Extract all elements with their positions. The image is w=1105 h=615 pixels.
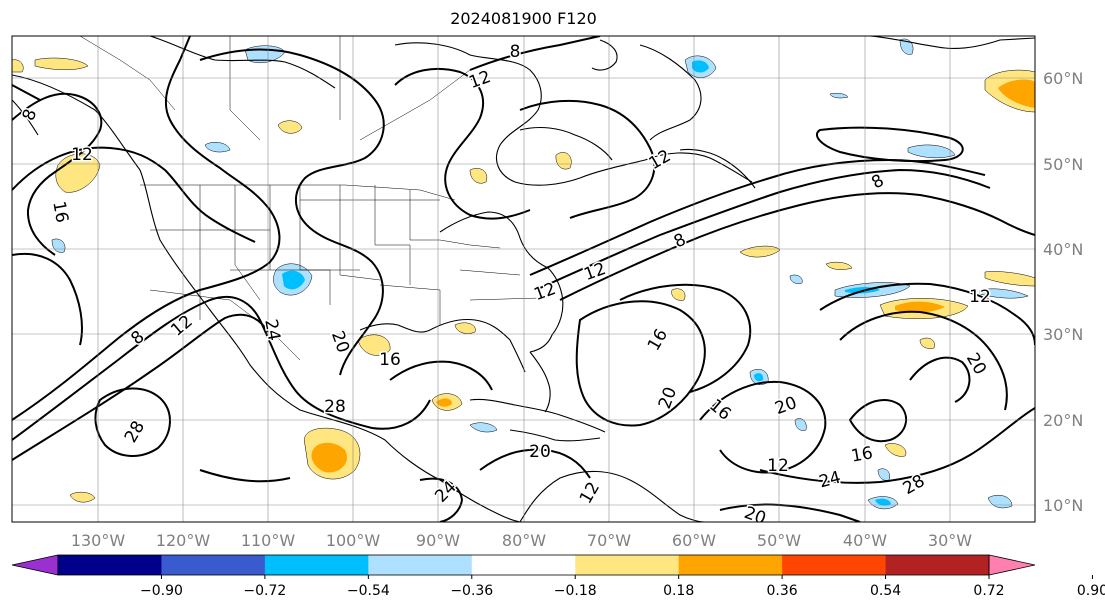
negative-anomaly-patch [829,92,849,99]
negative-anomaly-patch [204,142,231,153]
colorbar-extend-min [11,554,59,576]
negative-anomaly-patch [692,60,709,73]
colorbar-tick-label: 0.90 [1077,583,1105,599]
lon-label: 80°W [502,531,546,550]
colorbar: −0.90 −0.72 −0.54 −0.36 −0.18 0.18 0.36 0.54 0.7… [11,554,1105,599]
lon-label: 110°W [241,531,296,550]
contour-label: 28 [324,397,346,417]
contour-label: 16 [379,350,401,370]
boundary-layer [79,36,541,361]
negative-anomaly-patch [754,373,764,382]
positive-anomaly-patch [454,322,476,334]
coastline-layer [12,36,1035,522]
colorbar-segment [678,555,783,575]
colorbar-tick-label: 0.72 [973,583,1004,599]
lon-label: 50°W [757,531,801,550]
contour-label: 12 [71,145,93,165]
colorbar-tick-label: 0.18 [663,583,694,599]
contour-label: 20 [529,442,551,462]
lon-label: 130°W [71,531,126,550]
lon-label: 70°W [587,531,631,550]
negative-anomaly-patch [875,498,891,506]
colorbar-tick-label: −0.54 [347,583,390,599]
positive-anomaly-patch [919,337,935,349]
positive-anomaly-patch [671,288,686,301]
positive-anomaly-patch [469,168,488,184]
longitude-labels: 130°W 120°W 110°W 100°W 90°W 80°W 70°W 60°W 50°W… [71,531,972,550]
colorbar-tick-label: −0.72 [243,583,286,599]
colorbar-tick-label: 0.54 [870,583,901,599]
colorbar-tick-label: −0.18 [554,583,597,599]
lat-label: 50°N [1043,155,1083,174]
colorbar-segment [161,555,266,575]
colorbar-segment [885,555,990,575]
negative-anomaly-patch [789,274,803,284]
lat-label: 30°N [1043,325,1083,344]
contour-label: 24 [260,318,283,343]
lat-label: 40°N [1043,240,1083,259]
positive-anomaly-patch [555,152,572,170]
positive-anomaly-patch [311,442,348,473]
colorbar-segment [264,555,369,575]
colorbar-segment [471,555,576,575]
contour-label: 16 [850,443,875,466]
shading-layer [12,38,1035,510]
lon-label: 60°W [672,531,716,550]
negative-anomaly-patch [469,422,498,433]
latitude-labels: 60°N 50°N 40°N 30°N 20°N 10°N [1043,69,1083,515]
positive-anomaly-patch [277,120,303,134]
colorbar-segment [58,555,162,575]
positive-anomaly-patch [69,491,96,503]
contour-label: 12 [969,287,991,307]
contour-label: 12 [767,456,789,476]
contour-label: 16 [48,200,71,225]
negative-anomaly-patch [282,270,305,290]
positive-anomaly-patch [998,79,1035,108]
positive-anomaly-patch [357,334,391,356]
colorbar-segment [575,555,680,575]
lon-label: 100°W [326,531,381,550]
positive-anomaly-patch [825,261,853,270]
colorbar-tick-label: 0.36 [767,583,798,599]
map-frame [11,35,1036,523]
lon-label: 90°W [416,531,460,550]
negative-anomaly-patch [907,144,956,159]
colorbar-segment [782,555,887,575]
positive-anomaly-patch [984,271,1035,287]
lat-label: 10°N [1043,496,1083,515]
positive-anomaly-patch [895,301,945,313]
positive-anomaly-patch [34,57,89,70]
lat-label: 60°N [1043,69,1083,88]
colorbar-segment [368,555,473,575]
positive-anomaly-patch [436,398,452,407]
negative-anomaly-patch [979,288,1029,299]
lon-label: 30°W [928,531,972,550]
lon-label: 120°W [156,531,211,550]
colorbar-outline [57,554,990,576]
lon-label: 40°W [843,531,887,550]
lat-label: 20°N [1043,411,1083,430]
positive-anomaly-patch [12,59,24,73]
positive-anomaly-patch [884,443,907,457]
contour-layer [12,36,1035,522]
negative-anomaly-patch [794,418,807,431]
gridlines [12,36,1035,522]
colorbar-tick-label: −0.90 [140,583,183,599]
colorbar-extend-max [988,554,1036,576]
colorbar-tick-label: −0.36 [450,583,493,599]
contour-label: 8 [510,42,521,62]
map-background [12,36,1035,522]
map-title: 2024081900 F120 [450,9,597,28]
negative-anomaly-patch [899,38,914,55]
